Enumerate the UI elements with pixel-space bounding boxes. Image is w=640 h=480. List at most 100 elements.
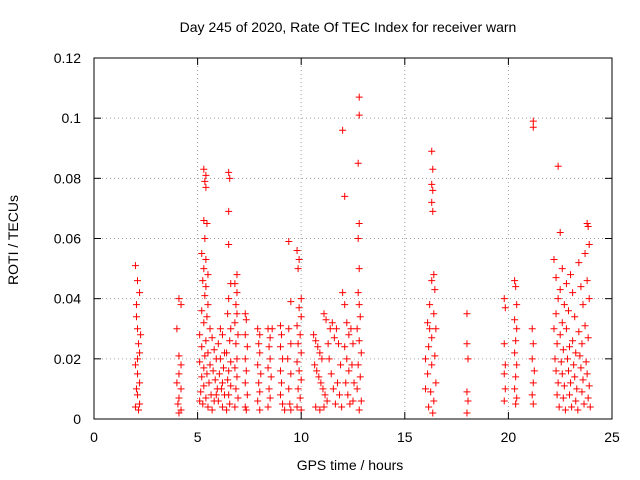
data-point bbox=[575, 259, 583, 267]
data-point bbox=[199, 277, 207, 285]
data-point bbox=[313, 367, 321, 375]
data-point bbox=[200, 265, 208, 273]
data-point bbox=[353, 325, 361, 333]
data-point bbox=[427, 388, 435, 396]
data-point bbox=[350, 379, 358, 387]
data-point bbox=[199, 400, 207, 408]
data-point bbox=[287, 340, 295, 348]
data-point bbox=[312, 337, 320, 345]
data-point bbox=[265, 385, 273, 393]
data-point bbox=[501, 361, 509, 369]
data-point bbox=[323, 397, 331, 405]
data-point bbox=[225, 168, 233, 176]
data-point bbox=[318, 355, 326, 363]
data-point bbox=[136, 379, 144, 387]
data-point bbox=[215, 370, 223, 378]
data-point bbox=[211, 376, 219, 384]
data-point bbox=[529, 117, 537, 125]
data-point bbox=[294, 385, 302, 393]
data-point bbox=[564, 307, 572, 315]
data-point bbox=[131, 403, 139, 411]
data-point bbox=[354, 235, 362, 242]
data-point bbox=[217, 385, 225, 393]
data-point bbox=[297, 313, 305, 321]
data-point bbox=[338, 403, 346, 411]
y-tick-label: 0.02 bbox=[54, 351, 81, 367]
data-point bbox=[208, 334, 216, 342]
data-point bbox=[428, 198, 436, 206]
data-point bbox=[135, 340, 143, 348]
data-point bbox=[224, 310, 232, 318]
data-point bbox=[429, 207, 437, 215]
data-point bbox=[324, 340, 332, 348]
data-point bbox=[316, 406, 324, 414]
data-point bbox=[233, 355, 241, 363]
data-point bbox=[349, 340, 357, 348]
data-point bbox=[206, 325, 214, 333]
data-point bbox=[268, 325, 276, 333]
data-point bbox=[223, 406, 231, 414]
data-point bbox=[355, 406, 363, 414]
data-point bbox=[331, 400, 339, 408]
data-point bbox=[463, 388, 471, 396]
data-point bbox=[464, 355, 472, 363]
data-point bbox=[430, 310, 438, 318]
data-point bbox=[431, 286, 439, 294]
data-point bbox=[463, 310, 471, 318]
data-point bbox=[575, 328, 583, 336]
data-point bbox=[196, 397, 204, 405]
data-point bbox=[204, 301, 212, 309]
data-point bbox=[463, 340, 471, 348]
y-tick-label: 0 bbox=[73, 411, 81, 427]
data-point bbox=[231, 319, 239, 327]
data-point bbox=[297, 349, 305, 357]
data-point bbox=[242, 316, 250, 324]
data-point bbox=[513, 301, 521, 309]
data-point bbox=[511, 277, 519, 285]
data-point bbox=[528, 325, 536, 333]
data-point bbox=[354, 361, 362, 369]
data-point bbox=[334, 340, 342, 348]
data-point bbox=[464, 397, 472, 405]
data-point bbox=[197, 388, 205, 396]
data-point bbox=[344, 391, 352, 399]
data-point bbox=[208, 406, 216, 414]
data-point bbox=[559, 394, 567, 402]
data-point bbox=[431, 352, 439, 360]
data-point bbox=[276, 322, 284, 330]
data-point bbox=[329, 385, 337, 393]
data-point bbox=[264, 364, 272, 372]
data-point bbox=[312, 403, 320, 411]
data-point bbox=[198, 307, 206, 315]
data-point bbox=[554, 295, 562, 303]
data-point bbox=[356, 373, 364, 381]
data-point bbox=[287, 298, 295, 306]
data-point bbox=[278, 331, 286, 339]
data-point bbox=[310, 331, 318, 339]
data-point bbox=[355, 111, 363, 119]
data-point bbox=[132, 385, 140, 393]
data-point bbox=[265, 343, 273, 351]
data-point bbox=[463, 409, 471, 417]
data-point bbox=[285, 238, 293, 246]
data-point bbox=[512, 337, 520, 345]
data-point bbox=[337, 361, 345, 369]
data-point bbox=[134, 391, 142, 399]
data-point bbox=[554, 379, 562, 387]
data-point bbox=[566, 343, 574, 351]
data-point bbox=[569, 289, 577, 297]
data-point bbox=[586, 403, 594, 411]
data-point bbox=[512, 400, 520, 408]
data-point bbox=[202, 171, 210, 179]
data-point bbox=[425, 343, 433, 351]
data-point bbox=[206, 361, 214, 369]
data-point bbox=[316, 349, 324, 357]
data-point bbox=[428, 277, 436, 285]
data-point bbox=[584, 394, 592, 402]
data-point bbox=[513, 325, 521, 333]
data-point bbox=[354, 289, 362, 297]
data-point bbox=[568, 403, 576, 411]
data-point bbox=[226, 174, 234, 182]
data-point bbox=[243, 391, 251, 399]
data-point bbox=[529, 379, 537, 387]
